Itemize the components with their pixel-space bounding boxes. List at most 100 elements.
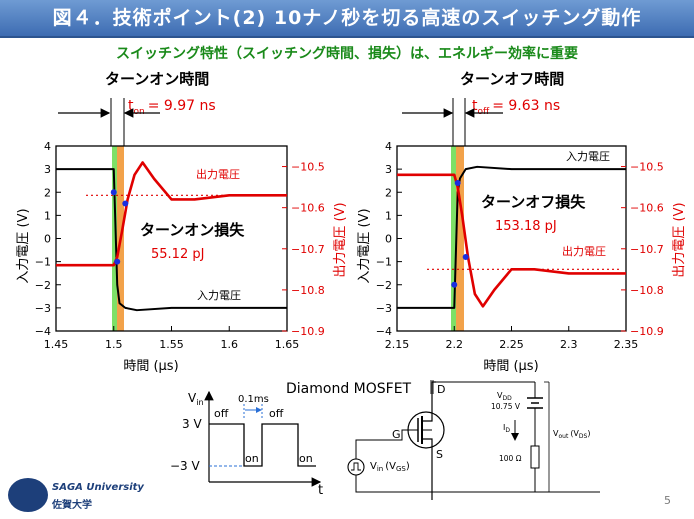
turn-on-marker-0 — [110, 189, 117, 196]
gate-label: G — [392, 428, 401, 441]
turn-off-y2tick-label: −10.5 — [630, 161, 664, 174]
turn-on-ytick-label: −2 — [35, 279, 51, 292]
turn-on-marker-2 — [122, 200, 129, 207]
mosfet-source-lead — [422, 438, 433, 500]
title-bar: 図４．技術ポイント(2) 10ナノ秒を切る高速のスイッチング動作 — [0, 0, 694, 38]
vdd-value: 10.75 V — [491, 402, 521, 411]
turn-on-ytick-label: −4 — [35, 325, 51, 338]
turn-off-loss-title: ターンオフ損失 — [481, 193, 586, 211]
turn-off-xlabel: 時間 (μs) — [483, 359, 538, 374]
turn-on-axes: 43210−1−2−3−4−10.5−10.6−10.7−10.8−10.91.… — [35, 140, 325, 351]
turn-off-heading: ターンオフ時間 — [460, 70, 564, 88]
turn-off-marker-1 — [454, 180, 461, 186]
vgs-label: Vin (VGS) — [370, 461, 410, 473]
turn-off-orange-band — [456, 146, 464, 331]
ground-wire — [355, 475, 600, 493]
turn-off-output-label: 出力電圧 — [562, 244, 606, 258]
turn-on-traces — [56, 161, 287, 312]
waveform-on-bg-1 — [245, 452, 261, 464]
pulse-width-label: 0.1ms — [238, 394, 269, 405]
turn-on-ylabel-left: 入力電圧 (V) — [16, 208, 31, 283]
university-name-en: SAGA University — [52, 482, 144, 493]
turn-on-series-input — [56, 168, 287, 312]
turn-on-y2tick-label: −10.7 — [291, 243, 325, 256]
turn-on-y2tick-label: −10.8 — [291, 284, 325, 297]
turn-on-xtick-label: 1.55 — [159, 338, 184, 351]
turn-off-marker-0 — [451, 281, 458, 288]
turn-on-output-label: 出力電圧 — [196, 167, 240, 181]
turn-on-xtick-label: 1.65 — [275, 338, 300, 351]
waveform-pulse — [209, 423, 316, 467]
turn-off-panel: ターンオフ時間 toff = 9.63 ns 4 3 2 1 0 −1 −2 −3 −4 −10.5… — [357, 70, 687, 374]
turn-off-ylabel-right: 出力電圧 (V) — [672, 202, 687, 277]
turn-off-ytick-label: 1 — [385, 209, 392, 222]
device-title: Diamond MOSFET — [286, 381, 412, 397]
pulse-source-glyph — [351, 462, 361, 471]
turn-off-ytick-label: −3 — [376, 302, 392, 315]
turn-off-loss-value: 153.18 pJ — [495, 219, 557, 234]
turn-on-ytick-label: −3 — [35, 302, 51, 315]
turn-on-xtick-label: 1.45 — [44, 338, 69, 351]
turn-off-series-input — [397, 165, 626, 309]
turn-off-ylabel-left: 入力電圧 (V) — [357, 208, 372, 283]
turn-off-ytick-label: −2 — [376, 279, 392, 292]
turn-off-y2tick-label: −10.9 — [630, 325, 664, 338]
turn-on-xtick-label: 1.5 — [105, 338, 123, 351]
turn-on-time-label: ton = 9.97 ns — [128, 98, 216, 117]
waveform-t-label: t — [318, 483, 323, 498]
turn-on-green-band — [112, 146, 117, 331]
turn-off-ytick-label: 2 — [385, 186, 392, 199]
university-name-jp: 佐賀大学 — [52, 500, 92, 511]
turn-on-ytick-label: 2 — [44, 186, 51, 199]
page-subtitle: スイッチング特性（スイッチング時間、損失）は、エネルギー効率に重要 — [116, 46, 578, 62]
turn-on-series-output — [56, 161, 287, 267]
turn-on-y2tick-label: −10.9 — [291, 325, 325, 338]
gate-wire — [355, 429, 418, 459]
turn-on-loss-value: 55.12 pJ — [151, 247, 204, 262]
turn-off-y2tick-label: −10.8 — [630, 284, 664, 297]
waveform-on-2: on — [299, 452, 313, 465]
turn-on-input-label: 入力電圧 — [197, 289, 241, 302]
turn-off-green-band — [451, 146, 456, 331]
turn-on-heading: ターンオン時間 — [105, 70, 209, 88]
turn-off-xtick-label: 2.25 — [499, 338, 524, 351]
pulse-source-icon — [347, 458, 365, 476]
turn-off-ytick-label: 4 — [385, 140, 392, 153]
turn-on-ylabel-right: 出力電圧 (V) — [333, 202, 348, 277]
vout-label: Vout (VDS) — [553, 429, 590, 440]
waveform-vin-label: Vin — [188, 391, 204, 407]
turn-on-loss-title: ターンオン損失 — [140, 221, 245, 239]
load-resistor — [530, 445, 540, 469]
turn-on-ytick-label: 0 — [44, 233, 51, 246]
turn-off-axes: 43210−1−2−3−4−10.5−10.6−10.7−10.8−10.92.… — [376, 140, 664, 351]
waveform-off-2: off — [269, 407, 284, 420]
turn-on-panel: ターンオン時間 ton = 9.97 ns 4 3 2 1 0 −1 −2 −3 −4 −10.5 −… — [16, 70, 348, 374]
turn-off-marker-2 — [462, 254, 469, 260]
turn-off-xtick-label: 2.3 — [560, 338, 578, 351]
page-title: 図４．技術ポイント(2) 10ナノ秒を切る高速のスイッチング動作 — [52, 7, 642, 29]
turn-off-input-label: 入力電圧 — [566, 150, 610, 163]
turn-on-ytick-label: 4 — [44, 140, 51, 153]
page-number: 5 — [664, 494, 671, 507]
turn-off-ytick-label: −1 — [376, 256, 392, 269]
gate-waveform-diagram: Vin 3 V −3 V off off on on 0.1ms t — [170, 390, 323, 498]
turn-off-ytick-label: 0 — [385, 233, 392, 246]
id-label: ID — [503, 423, 510, 434]
waveform-off-1: off — [214, 407, 229, 420]
turn-off-time-label: toff = 9.63 ns — [472, 98, 560, 117]
turn-off-xtick-label: 2.35 — [614, 338, 639, 351]
turn-on-ytick-label: 3 — [44, 163, 51, 176]
resistor-value: 100 Ω — [499, 454, 522, 463]
turn-on-y2tick-label: −10.5 — [291, 161, 325, 174]
turn-on-ytick-label: −1 — [35, 256, 51, 269]
turn-off-xtick-label: 2.15 — [385, 338, 410, 351]
test-circuit-diagram: Diamond MOSFET D G S Vin (VGS) VDD 10.75 … — [286, 380, 600, 500]
turn-on-y2tick-label: −10.6 — [291, 202, 325, 215]
waveform-high-level: 3 V — [182, 417, 202, 431]
source-label: S — [436, 448, 443, 461]
turn-off-ytick-label: −4 — [376, 325, 392, 338]
turn-off-traces — [397, 165, 626, 309]
turn-on-marker-1 — [114, 258, 121, 265]
turn-off-y2tick-label: −10.6 — [630, 202, 664, 215]
